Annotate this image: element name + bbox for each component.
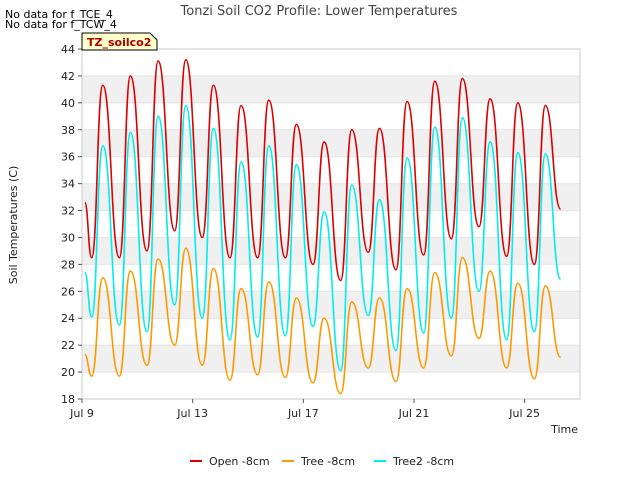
legend-label: Open -8cm	[209, 455, 270, 468]
legend-label: Tree -8cm	[300, 455, 355, 468]
series-line-2	[84, 247, 562, 395]
y-tick-label: 30	[61, 231, 75, 244]
y-tick-label: 20	[61, 366, 75, 379]
y-tick-label: 32	[61, 205, 75, 218]
plot-frame	[81, 48, 581, 400]
x-tick-label: Jul 13	[176, 407, 208, 420]
y-axis-label: Soil Temperatures (C)	[7, 166, 20, 285]
y-tick-label: 28	[61, 258, 75, 271]
grid-band	[82, 291, 580, 319]
legend: Open -8cm Tree -8cm Tree2 -8cm	[190, 455, 454, 468]
no-data-note-2: No data for f_TCW_4	[5, 18, 117, 31]
y-axis: 18 20 22 24 26 28 30 32 34 36 38 40 42 44	[61, 43, 82, 406]
grid-band	[82, 129, 580, 157]
grid-band	[82, 75, 580, 103]
y-tick-label: 26	[61, 285, 75, 298]
chart-title: Tonzi Soil CO2 Profile: Lower Temperatur…	[180, 4, 458, 19]
x-tick-label: Jul 9	[69, 407, 94, 420]
no-data-note-1: No data for f_TCE_4	[5, 8, 113, 21]
series-lines	[84, 58, 562, 395]
y-tick-label: 34	[61, 178, 75, 191]
y-tick-label: 24	[61, 312, 75, 325]
y-tick-label: 38	[61, 124, 75, 137]
x-axis: Jul 9 Jul 13 Jul 17 Jul 21 Jul 25	[69, 399, 540, 420]
site-badge: TZ_soilco2	[81, 32, 158, 51]
series-line-3	[84, 104, 562, 372]
series-line-1	[84, 58, 562, 282]
x-tick-label: Jul 17	[287, 407, 319, 420]
y-tick-label: 18	[61, 393, 75, 406]
x-tick-label: Jul 25	[508, 407, 540, 420]
y-tick-label: 42	[61, 70, 75, 83]
y-tick-label: 22	[61, 339, 75, 352]
site-badge-label: TZ_soilco2	[87, 36, 151, 49]
x-axis-label: Time	[550, 423, 578, 436]
y-tick-label: 40	[61, 97, 75, 110]
legend-label: Tree2 -8cm	[392, 455, 454, 468]
y-tick-label: 36	[61, 151, 75, 164]
y-tick-label: 44	[61, 43, 75, 56]
x-tick-label: Jul 21	[398, 407, 430, 420]
